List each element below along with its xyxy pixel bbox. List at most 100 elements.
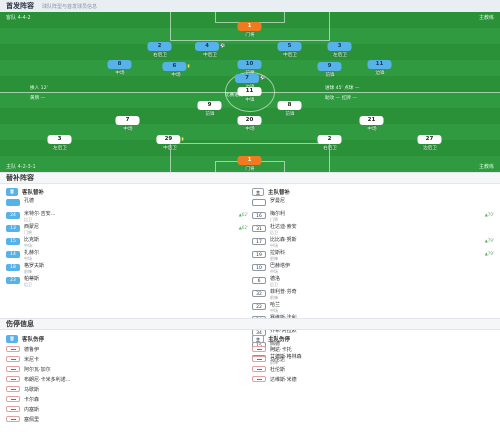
sub-row[interactable]: 孔德 — [6, 197, 248, 210]
sub-number: 6 — [252, 277, 266, 284]
right-note-2: 助攻 — 红牌 — — [325, 96, 357, 101]
jersey-number: 29 — [156, 135, 181, 144]
sub-row[interactable]: 6 德洛 后卫 — [252, 275, 494, 288]
away-player[interactable]: 3 左后卫 — [327, 42, 353, 58]
home-player[interactable]: 3 左后卫 — [47, 135, 73, 151]
sub-position: 后卫 — [24, 282, 32, 287]
football-pitch: 客队 4-4-2 主教练 主队 4-2-3-1 主教练 换人 12' 黄牌 — … — [0, 12, 500, 172]
home-player[interactable]: 11 中锋 — [237, 87, 263, 103]
injury-row[interactable]: 布朗尼·卡米多利诺… — [6, 374, 248, 384]
lineup-header: 首发阵容 球队阵型与首发球员信息 — [0, 0, 500, 12]
sub-position: 中场 — [270, 269, 278, 274]
home-player[interactable]: 8 前锋 — [277, 101, 303, 117]
home-player[interactable]: 9 前锋 — [197, 101, 223, 117]
home-player[interactable]: 20 中场 — [237, 116, 263, 132]
sub-name: 梅尔利 — [270, 211, 286, 217]
player-name: 前锋 — [205, 112, 215, 117]
sub-position: 中场 — [270, 347, 278, 352]
injury-row[interactable]: 杜伦斯 — [252, 364, 494, 374]
injured-player-name: 卡尔森 — [24, 396, 40, 403]
home-player[interactable]: 21 中场 — [359, 116, 385, 132]
away-injuries: 客 客队伤停 德鲁伊 米尼卡 阿尔瓦·加尔 布朗尼·卡米多利诺… 马歇斯 卡尔森 内塞斯 塞佩… — [6, 333, 248, 424]
jersey-number: 11 — [367, 60, 392, 69]
sub-row[interactable]: 19 拉斯科 前锋 ▲79' — [252, 249, 494, 262]
sub-number: 17 — [252, 238, 266, 245]
injured-player-name: 塞佩里 — [24, 416, 40, 423]
home-player[interactable]: 1 门将 — [237, 156, 263, 172]
away-player[interactable]: 1 门将 — [237, 22, 263, 38]
injury-row[interactable]: 阿达·卡托 — [252, 344, 494, 354]
sub-row[interactable]: 18 格罗夫斯 前锋 — [6, 262, 248, 275]
away-player[interactable]: 2 右后卫 — [147, 42, 173, 58]
sub-number: 32 — [252, 290, 266, 297]
injury-row[interactable]: 卡尔森 — [6, 394, 248, 404]
sub-info: 德洛 后卫 — [270, 275, 490, 288]
sub-position: 门将 — [24, 230, 32, 235]
player-name: 左后卫 — [53, 146, 67, 151]
away-player[interactable]: 8 中场 — [107, 60, 133, 76]
away-injury-badge: 客 — [6, 334, 18, 343]
injury-row[interactable]: 内塞斯 — [6, 404, 248, 414]
home-player[interactable]: 29 ▮ 中后卫 — [156, 135, 184, 151]
sub-row[interactable]: 23 帕蒂斯 后卫 — [6, 275, 248, 288]
injury-row[interactable]: 达维斯·米德 — [252, 374, 494, 384]
away-player[interactable]: 11 边锋 — [367, 60, 393, 76]
away-formation-label: 客队 4-4-2 — [6, 15, 31, 21]
sub-row[interactable]: 24 米特尔·吉安… 后卫 ▲62' — [6, 210, 248, 223]
jersey-number: 20 — [237, 116, 262, 125]
injury-row[interactable]: 米尼卡 — [6, 354, 248, 364]
injury-row[interactable]: 德鲁伊 — [6, 344, 248, 354]
home-player[interactable]: 2 右后卫 — [317, 135, 343, 151]
sub-row[interactable]: 32 菲利普·芬奇 前锋 — [252, 288, 494, 301]
sub-name: 杜达迪·索安 — [270, 224, 297, 230]
jersey-number: 7 — [115, 116, 140, 125]
sub-event: ▲62' — [238, 225, 248, 230]
sub-name: 孔德 — [24, 198, 35, 204]
home-coach: 主教练 — [478, 164, 494, 170]
away-player[interactable]: 9 前锋 — [317, 62, 343, 78]
home-player[interactable]: 27 边后卫 — [417, 135, 443, 151]
sub-row[interactable]: 22 哈兰 中场 — [252, 301, 494, 314]
sub-row[interactable]: 31 杜达迪·索安 后卫 — [252, 223, 494, 236]
away-subs-header: 客 客队替补 — [6, 186, 248, 197]
away-player[interactable]: 4 ⚽ 中后卫 — [195, 42, 225, 58]
sub-row[interactable]: 10 巴赫塔伊 中场 — [252, 262, 494, 275]
player-name: 右后卫 — [323, 146, 337, 151]
sub-info: 比克斯 中场 — [24, 236, 244, 249]
page-subtitle: 球队阵型与首发球员信息 — [42, 3, 98, 10]
injury-row[interactable]: 马歇斯 — [6, 384, 248, 394]
player-name: 左后卫 — [333, 53, 347, 58]
jersey-number: 27 — [417, 135, 442, 144]
sub-row[interactable]: 13 西蒙尼 门将 ▲62' — [6, 223, 248, 236]
sub-event: ▲62' — [238, 212, 248, 217]
away-player[interactable]: 6 ▮ 中场 — [162, 62, 190, 78]
jersey-number: 2 — [147, 42, 172, 51]
away-player[interactable]: 5 中后卫 — [277, 42, 303, 58]
sub-name: 德洛 — [270, 276, 281, 282]
sub-row[interactable]: 17 比比森·努斯 中场 ▲79' — [252, 236, 494, 249]
sub-number — [252, 199, 266, 206]
sub-row[interactable]: 16 梅尔利 门将 ▲70' — [252, 210, 494, 223]
jersey-number: 9 — [197, 101, 222, 110]
injury-row[interactable]: 阿尔瓦·加尔 — [6, 364, 248, 374]
sub-position: 后卫 — [24, 217, 32, 222]
player-name: 中场 — [367, 127, 377, 132]
sub-number: 22 — [252, 303, 266, 310]
sub-name: 扎赫尔 — [24, 250, 40, 256]
player-name: 前锋 — [325, 73, 335, 78]
sub-row[interactable]: 罗曼尼 — [252, 197, 494, 210]
sub-row[interactable]: 15 比克斯 中场 — [6, 236, 248, 249]
sub-event: ▲79' — [484, 238, 494, 243]
sub-number: 18 — [6, 264, 20, 271]
injury-row[interactable]: 马伦达 — [252, 354, 494, 364]
injury-row[interactable]: 塞佩里 — [6, 414, 248, 424]
sub-position: 中场 — [24, 256, 32, 261]
jersey-number: 6 — [162, 62, 187, 71]
home-injuries-team: 主队伤停 — [268, 336, 291, 343]
home-player[interactable]: 7 中场 — [115, 116, 141, 132]
away-player[interactable]: 10前腰 — [237, 60, 263, 76]
player-name: 中场 — [171, 73, 181, 78]
sub-row[interactable]: 14 扎赫尔 中场 — [6, 249, 248, 262]
player-name: 边锋 — [375, 71, 385, 76]
player-name: 中场 — [115, 71, 125, 76]
